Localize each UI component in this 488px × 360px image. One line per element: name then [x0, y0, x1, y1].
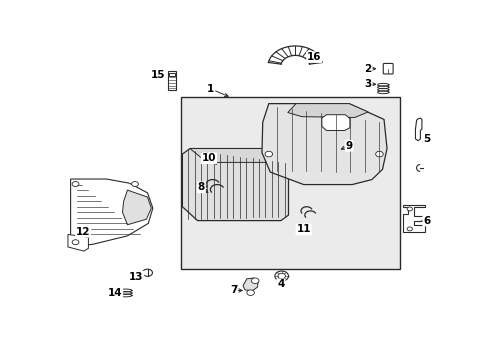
Circle shape	[251, 278, 259, 284]
Text: 8: 8	[197, 183, 204, 192]
Text: 6: 6	[422, 216, 429, 226]
Polygon shape	[415, 118, 421, 141]
Text: 9: 9	[345, 141, 352, 151]
Circle shape	[131, 181, 138, 186]
Text: 5: 5	[422, 134, 429, 144]
FancyBboxPatch shape	[383, 63, 392, 74]
Text: 14: 14	[107, 288, 122, 298]
Circle shape	[246, 290, 254, 296]
Text: 4: 4	[277, 279, 284, 289]
Polygon shape	[68, 234, 88, 251]
Polygon shape	[182, 149, 288, 221]
Circle shape	[277, 273, 285, 279]
Polygon shape	[208, 176, 277, 210]
Text: 16: 16	[306, 52, 321, 62]
Circle shape	[72, 181, 79, 186]
Text: 12: 12	[76, 227, 90, 237]
Circle shape	[375, 151, 383, 157]
Polygon shape	[70, 179, 153, 246]
Polygon shape	[243, 278, 258, 291]
Circle shape	[274, 271, 288, 281]
Text: 10: 10	[201, 153, 216, 163]
Polygon shape	[287, 104, 367, 117]
Circle shape	[407, 227, 411, 231]
Text: 1: 1	[207, 84, 214, 94]
Text: 2: 2	[364, 64, 371, 74]
Polygon shape	[262, 104, 386, 185]
Polygon shape	[402, 205, 424, 232]
Polygon shape	[321, 115, 349, 131]
Polygon shape	[189, 149, 288, 162]
Circle shape	[264, 151, 272, 157]
Text: 11: 11	[296, 225, 310, 234]
Polygon shape	[122, 190, 151, 225]
Circle shape	[142, 269, 152, 276]
Bar	[169, 73, 175, 76]
Bar	[180, 97, 400, 269]
Text: 13: 13	[129, 271, 143, 282]
Text: 3: 3	[364, 79, 371, 89]
Polygon shape	[182, 192, 226, 219]
Circle shape	[407, 207, 411, 211]
Circle shape	[72, 240, 79, 245]
Text: 15: 15	[150, 70, 164, 80]
Text: 7: 7	[229, 285, 237, 296]
Bar	[168, 72, 176, 90]
